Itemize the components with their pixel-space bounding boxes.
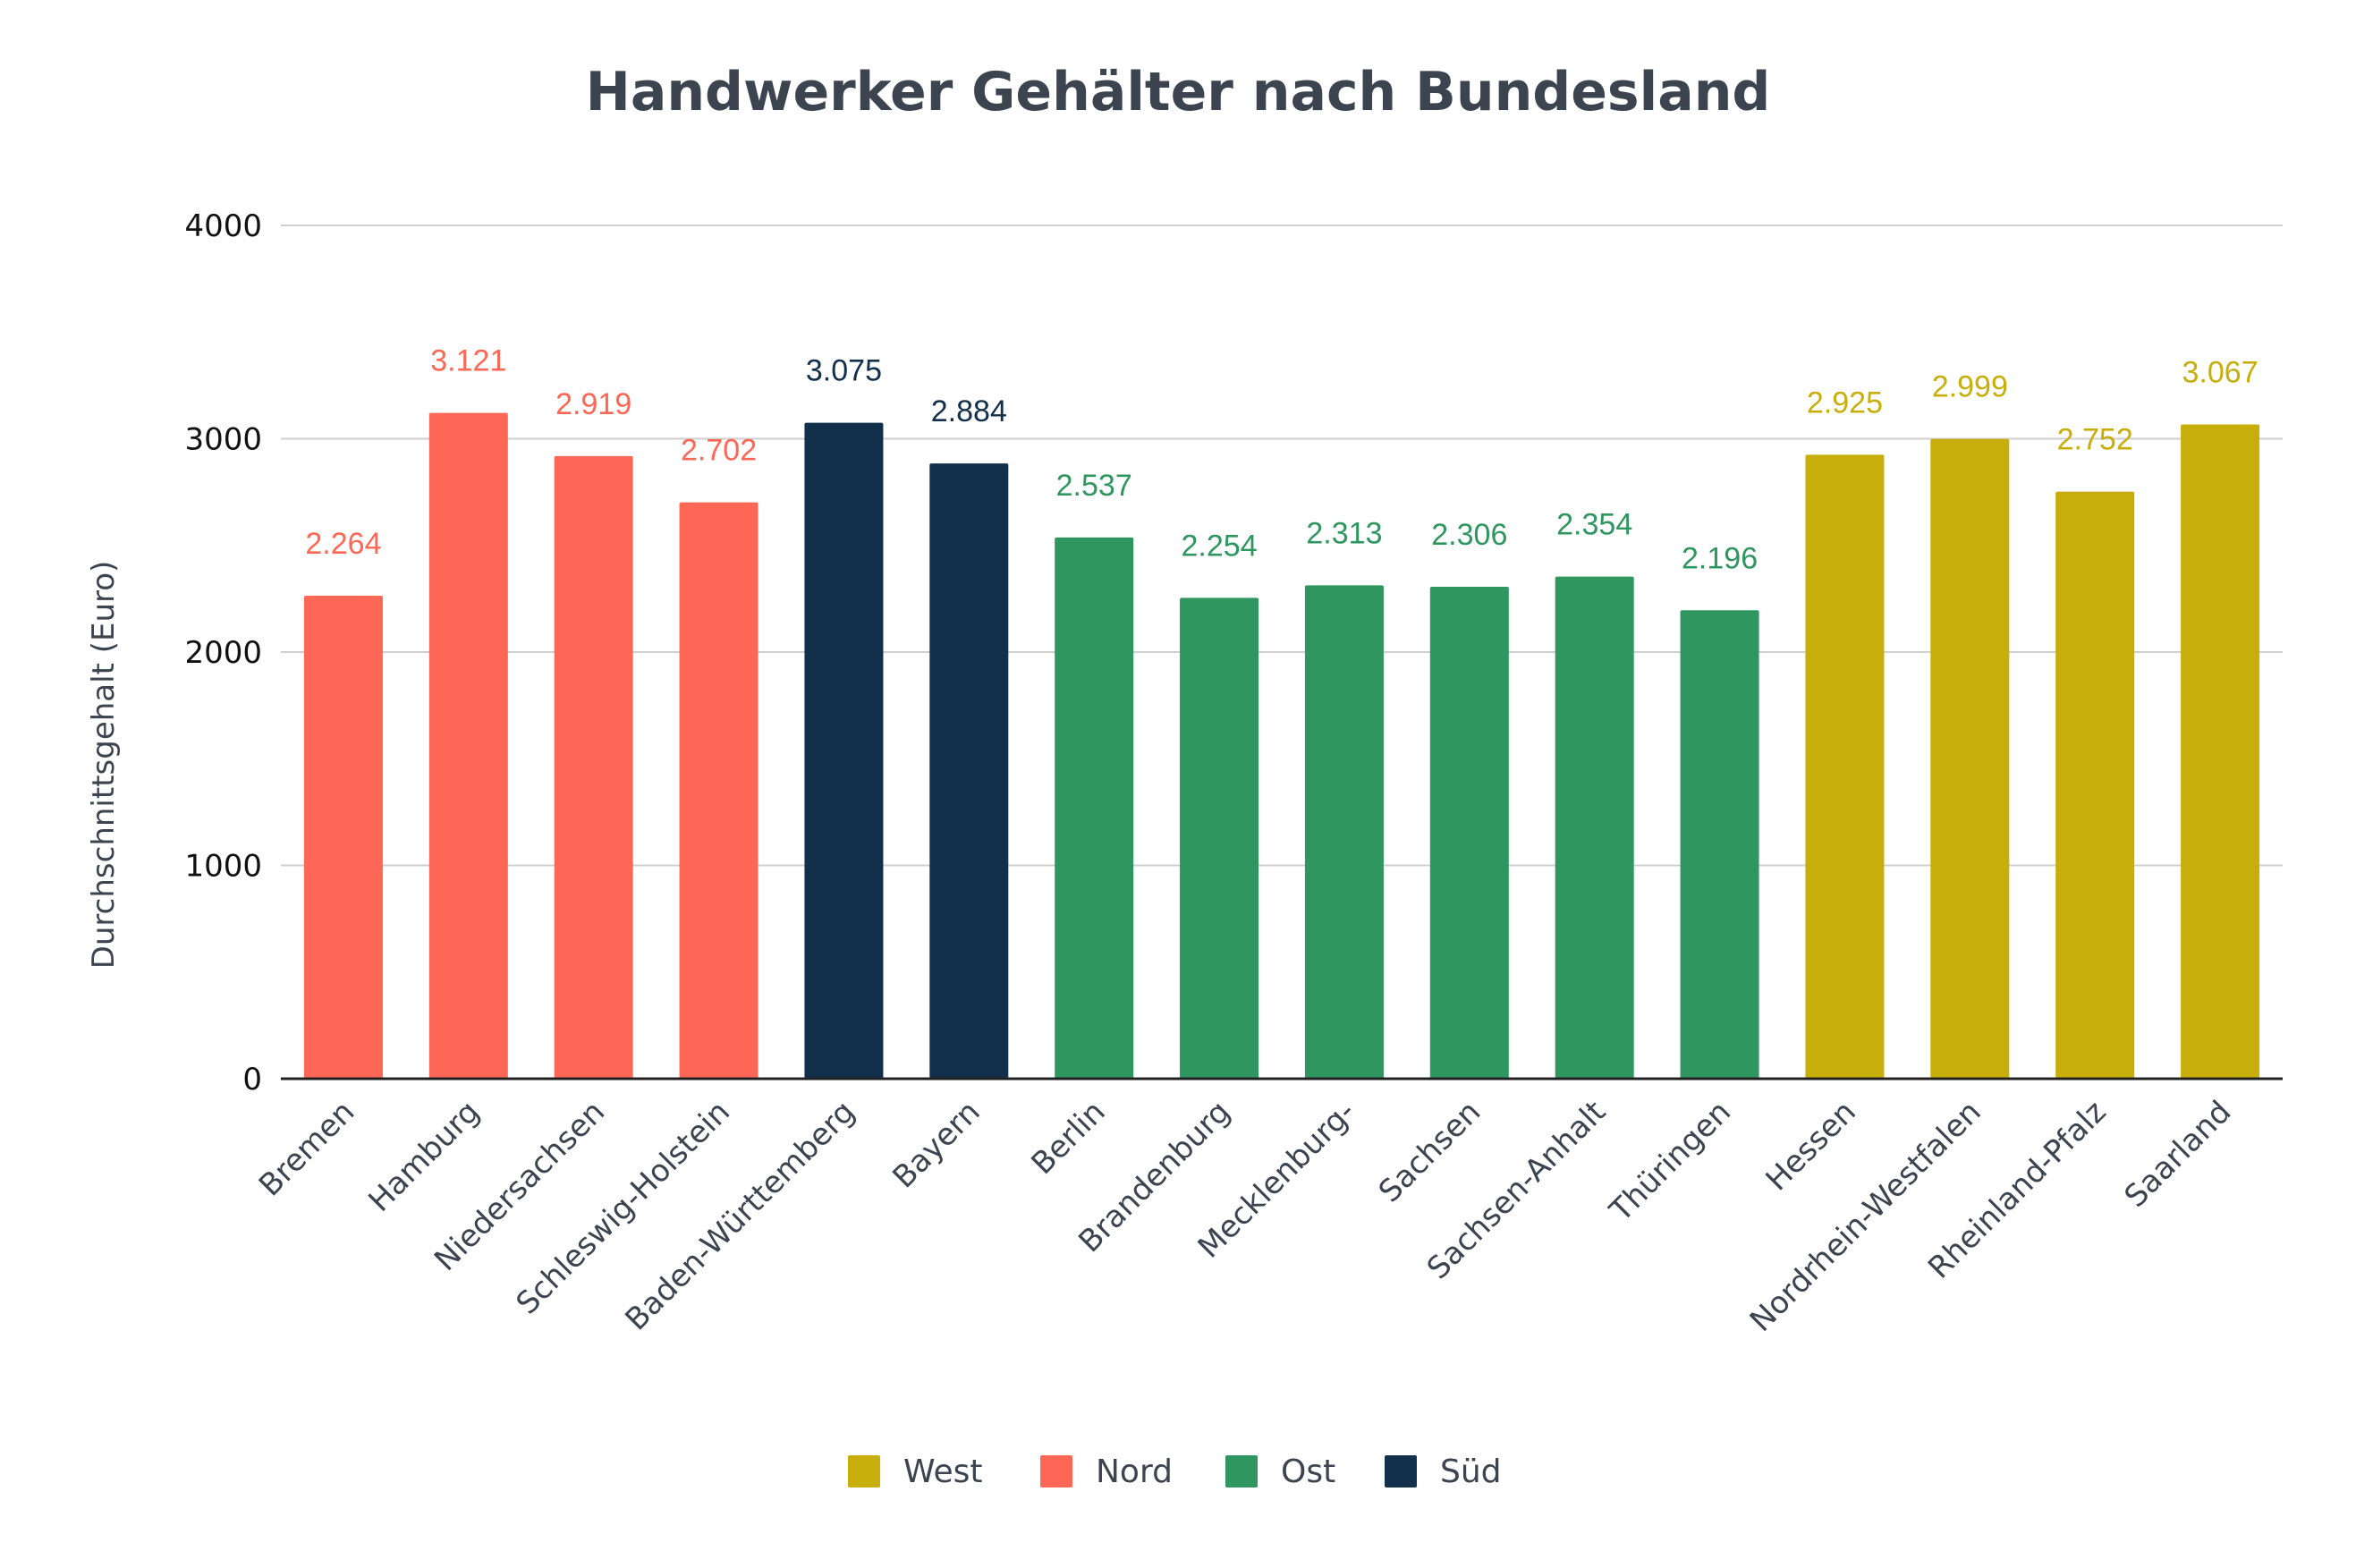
bar: [428, 412, 508, 1080]
data-label: 2.306: [1431, 518, 1507, 552]
data-label: 3.075: [806, 354, 882, 388]
legend-swatch: [1040, 1455, 1072, 1487]
bar: [1555, 576, 1634, 1079]
x-tick-label: Nordrhein-Westfalen: [1743, 1094, 1988, 1339]
bar: [1055, 537, 1134, 1079]
x-tick-label: Thüringen: [1603, 1094, 1738, 1229]
legend-swatch: [1385, 1455, 1417, 1487]
x-tick-label: Hamburg: [361, 1094, 487, 1219]
bar: [303, 596, 383, 1079]
data-label: 2.925: [1807, 386, 1883, 420]
y-tick-label: 3000: [184, 422, 262, 458]
x-tick-label: Schleswig-Holstein: [510, 1094, 737, 1321]
data-label: 3.067: [2182, 356, 2259, 390]
y-tick-label: 1000: [184, 849, 262, 885]
bar: [1805, 454, 1885, 1079]
x-tick-label: Hessen: [1759, 1094, 1863, 1198]
data-label: 2.999: [1932, 370, 2008, 404]
y-tick-label: 2000: [184, 635, 262, 671]
legend-label: Nord: [1096, 1454, 1173, 1490]
x-axis-ticks: Bremen HamburgNiedersachsenSchleswig-Hols…: [252, 1094, 2238, 1339]
data-label: 2.752: [2057, 423, 2133, 457]
data-labels: 2.264 3.121 2.919 2.702 3.075 2.884 2.537 2.254…: [305, 344, 2258, 576]
x-tick-label: Baden-Württemberg: [618, 1094, 861, 1337]
data-label: 2.354: [1556, 508, 1632, 542]
legend-swatch: [848, 1455, 880, 1487]
y-tick-label: 0: [242, 1062, 262, 1098]
legend-label: Süd: [1440, 1454, 1502, 1490]
bar: [929, 463, 1009, 1079]
data-label: 2.919: [555, 387, 631, 421]
data-label: 2.264: [305, 527, 381, 561]
data-label: 2.313: [1306, 516, 1382, 550]
bar: [2181, 424, 2260, 1079]
data-label: 2.254: [1182, 529, 1258, 563]
data-label: 2.884: [931, 394, 1007, 428]
bar: [1304, 585, 1384, 1079]
data-label: 3.121: [430, 344, 506, 378]
y-tick-label: 4000: [184, 208, 262, 244]
bar: [1680, 610, 1759, 1079]
y-axis-ticks: 0 1000 2000 3000 4000: [184, 208, 262, 1098]
x-tick-label: Berlin: [1024, 1094, 1112, 1182]
bar: [2055, 491, 2135, 1079]
legend-label: Ost: [1281, 1454, 1335, 1490]
y-axis-label: Durchschnittsgehalt (Euro): [86, 561, 122, 970]
bar: [1429, 587, 1509, 1079]
legend: West Nord Ost Süd: [848, 1454, 1502, 1490]
bar: [554, 455, 633, 1080]
legend-label: West: [903, 1454, 983, 1490]
bar: [679, 502, 758, 1079]
data-label: 2.196: [1682, 541, 1758, 575]
bar: [1180, 598, 1259, 1079]
x-tick-label: Saarland: [2118, 1094, 2239, 1215]
x-tick-label: Bremen: [252, 1094, 361, 1203]
data-label: 2.537: [1056, 469, 1132, 503]
legend-swatch: [1225, 1455, 1258, 1487]
chart-title: Handwerker Gehälter nach Bundesland: [586, 61, 1771, 123]
x-tick-label: Sachsen: [1372, 1094, 1487, 1209]
data-label: 2.702: [681, 434, 757, 468]
x-tick-label: Bayern: [886, 1094, 987, 1195]
bar: [1930, 438, 2010, 1079]
bar: [804, 422, 884, 1079]
bars: [303, 412, 2260, 1080]
